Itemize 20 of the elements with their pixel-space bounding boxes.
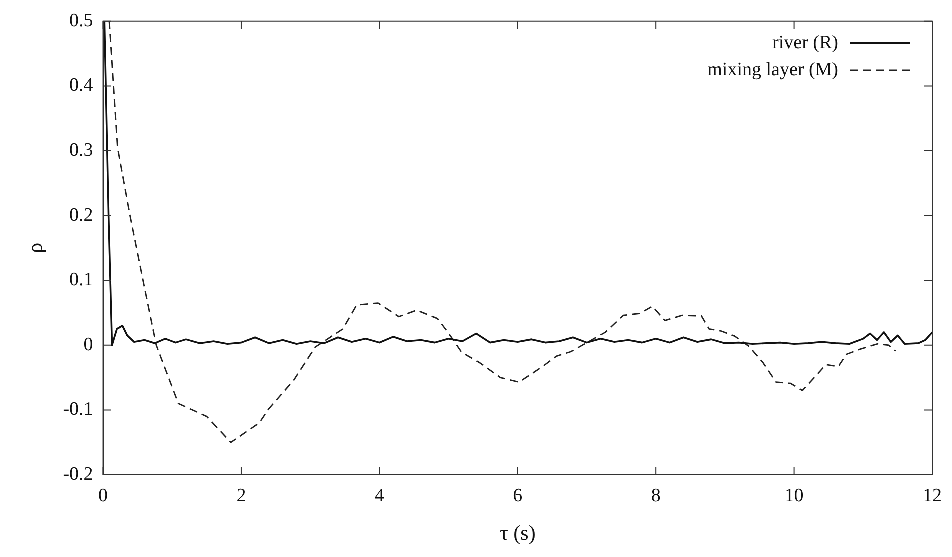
legend-label: river (R) (772, 32, 838, 54)
x-tick-label: 6 (513, 485, 523, 506)
y-tick-label: -0.2 (63, 464, 94, 485)
y-tick-label: 0 (84, 334, 94, 356)
x-tick-label: 0 (98, 485, 108, 506)
legend-label: mixing layer (M) (708, 59, 838, 80)
x-tick-label: 4 (374, 485, 385, 506)
y-tick-label: 0.4 (70, 75, 94, 96)
x-tick-label: 12 (923, 485, 942, 506)
y-tick-label: 0.1 (70, 270, 94, 291)
x-tick-label: 8 (651, 485, 661, 506)
y-tick-label: 0.3 (70, 140, 94, 161)
y-tick-label: -0.1 (63, 399, 94, 420)
line-series (108, 21, 897, 444)
x-tick-label: 10 (784, 485, 804, 506)
y-tick-label: 0.2 (70, 204, 94, 226)
y-axis-title: ρ (23, 242, 48, 254)
x-tick-label: 2 (236, 485, 246, 506)
y-tick-label: 0.5 (70, 10, 94, 32)
x-axis-title: τ (s) (500, 520, 536, 545)
